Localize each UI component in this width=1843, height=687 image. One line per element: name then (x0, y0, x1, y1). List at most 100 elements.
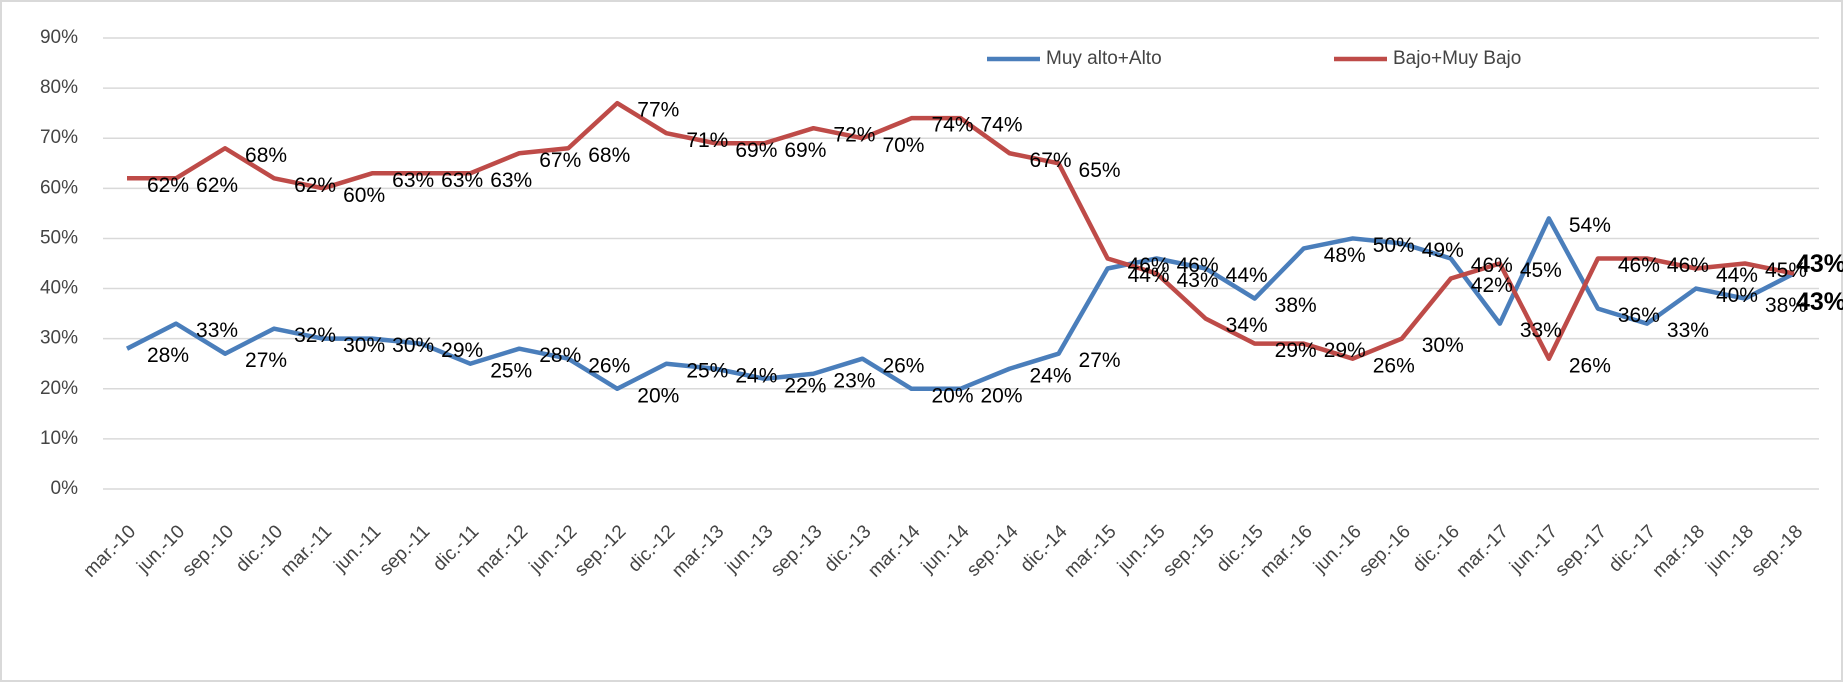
data-label: 69% (735, 139, 777, 162)
data-label: 44% (1226, 264, 1268, 287)
data-label: 26% (1569, 354, 1611, 377)
y-tick-label: 80% (40, 77, 78, 98)
data-label: 68% (245, 144, 287, 167)
data-label: 62% (196, 174, 238, 197)
data-label: 28% (539, 344, 581, 367)
series-line (125, 216, 1796, 392)
data-label: 46% (1128, 254, 1170, 277)
y-tick-label: 70% (40, 127, 78, 148)
x-tick-label: sep.-17 (1551, 521, 1611, 581)
data-label: 54% (1569, 214, 1611, 237)
x-tick-label: sep.-15 (1159, 521, 1219, 581)
data-label: 30% (343, 334, 385, 357)
data-label: 69% (784, 139, 826, 162)
data-label: 26% (588, 354, 630, 377)
data-label: 46% (1618, 254, 1660, 277)
x-tick-label: mar.-13 (668, 521, 728, 581)
data-label: 24% (1030, 364, 1072, 387)
data-label: 72% (833, 124, 875, 147)
x-tick-label: sep.-13 (767, 521, 827, 581)
data-label: 29% (1275, 339, 1317, 362)
data-label: 45% (1765, 259, 1807, 282)
data-label: 77% (637, 99, 679, 122)
y-tick-label: 50% (40, 227, 78, 248)
x-tick-label: mar.-15 (1060, 521, 1120, 581)
data-label: 71% (686, 129, 728, 152)
data-label: 24% (735, 364, 777, 387)
x-tick-label: sep.-16 (1355, 521, 1415, 581)
data-label: 40% (1716, 284, 1758, 307)
x-tick-label: sep.-14 (963, 521, 1023, 581)
x-tick-label: mar.-16 (1256, 521, 1316, 581)
data-label: 68% (588, 144, 630, 167)
data-label: 29% (441, 339, 483, 362)
data-label: 27% (1079, 349, 1121, 372)
data-label: 33% (1520, 319, 1562, 342)
data-label: 44% (1716, 264, 1758, 287)
x-tick-label: sep.-10 (178, 521, 238, 581)
data-label: 43% (1177, 269, 1219, 292)
data-label: 26% (1373, 354, 1415, 377)
data-label: 27% (245, 349, 287, 372)
data-label: 33% (196, 319, 238, 342)
data-label: 20% (981, 384, 1023, 407)
data-label: 70% (882, 134, 924, 157)
data-label: 63% (490, 169, 532, 192)
data-label: 38% (1765, 294, 1807, 317)
legend-label: Bajo+Muy Bajo (1393, 48, 1521, 69)
data-label: 46% (1471, 254, 1513, 277)
data-label: 63% (441, 169, 483, 192)
y-tick-label: 90% (40, 27, 78, 48)
data-label: 67% (539, 149, 581, 172)
data-label: 60% (343, 184, 385, 207)
data-label: 74% (931, 114, 973, 137)
data-label: 50% (1373, 234, 1415, 257)
x-tick-label: sep.-12 (571, 521, 631, 581)
x-tick-label: jun.-11 (330, 521, 386, 577)
data-label: 38% (1275, 294, 1317, 317)
y-tick-label: 60% (40, 177, 78, 198)
data-label: 32% (294, 324, 336, 347)
x-tick-label: mar.-17 (1453, 521, 1513, 581)
x-tick-label: sep.-11 (376, 521, 435, 580)
data-label: 20% (931, 384, 973, 407)
data-label: 30% (392, 334, 434, 357)
y-tick-label: 40% (40, 278, 78, 299)
data-label: 42% (1471, 274, 1513, 297)
data-label: 30% (1422, 334, 1464, 357)
data-label: 45% (1520, 259, 1562, 282)
x-tick-label: sep.-18 (1747, 521, 1807, 581)
data-label: 44% (1128, 264, 1170, 287)
series-line (127, 100, 1795, 361)
data-label: 20% (637, 384, 679, 407)
data-label: 62% (147, 174, 189, 197)
y-tick-label: 0% (51, 478, 79, 499)
x-tick-label: mar.-14 (864, 521, 925, 582)
data-label: 49% (1422, 239, 1464, 262)
data-label: 46% (1667, 254, 1709, 277)
data-label: 25% (686, 359, 728, 382)
data-label: 65% (1079, 159, 1121, 182)
data-label: 26% (882, 354, 924, 377)
data-label: 63% (392, 169, 434, 192)
data-label: 25% (490, 359, 532, 382)
y-tick-label: 20% (40, 378, 78, 399)
data-label: 28% (147, 344, 189, 367)
y-tick-label: 10% (40, 428, 78, 449)
data-label: 22% (784, 374, 826, 397)
legend-label: Muy alto+Alto (1046, 48, 1162, 69)
data-label: 48% (1324, 244, 1366, 267)
x-tick-label: mar.-18 (1649, 521, 1709, 581)
x-tick-label: mar.-12 (472, 521, 532, 581)
data-label: 43% (1796, 250, 1843, 278)
data-label: 29% (1324, 339, 1366, 362)
y-tick-label: 30% (40, 328, 78, 349)
data-label: 74% (981, 114, 1023, 137)
data-label: 33% (1667, 319, 1709, 342)
data-label: 67% (1030, 149, 1072, 172)
data-label: 62% (294, 174, 336, 197)
data-label: 23% (833, 369, 875, 392)
data-label: 36% (1618, 304, 1660, 327)
